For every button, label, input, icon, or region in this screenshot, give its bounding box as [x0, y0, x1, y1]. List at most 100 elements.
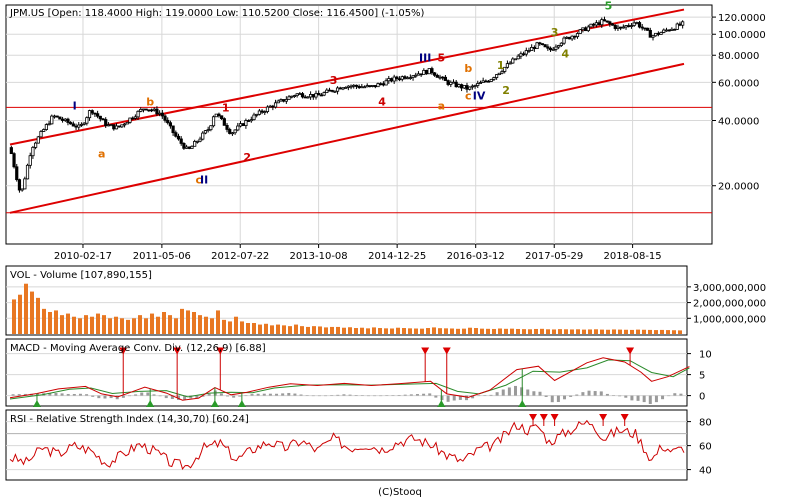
candle-body [295, 93, 299, 96]
date-tick-label: 2014-12-25 [368, 251, 426, 262]
macd-histogram-bar [520, 387, 524, 396]
candle-body [147, 109, 151, 112]
candle-body [643, 27, 647, 30]
macd-histogram-bar [11, 394, 15, 396]
candle-body [141, 108, 146, 111]
volume-bar [510, 328, 514, 334]
rsi-sell-signal-marker [599, 414, 608, 421]
macd-line [9, 357, 690, 401]
rsi-sell-signal-marker [539, 414, 548, 421]
volume-bar [204, 316, 208, 334]
macd-histogram-bar [391, 395, 395, 396]
macd-histogram-bar [593, 391, 597, 396]
candle-body [664, 29, 669, 32]
candle-body [317, 92, 321, 96]
macd-histogram-bar [538, 391, 542, 396]
volume-bar [606, 329, 610, 334]
macd-histogram-bar [250, 394, 254, 396]
candle-body [527, 50, 531, 52]
macd-histogram-bar [66, 394, 70, 396]
candle-body [600, 19, 604, 26]
candle-body [193, 141, 197, 147]
candle-body [236, 125, 240, 131]
macd-histogram-bar [422, 393, 426, 396]
price-tick-label: 80.0000 [718, 51, 759, 62]
macd-tick-label: 10 [699, 350, 712, 361]
volume-bar [366, 328, 370, 334]
volume-panel-title: VOL - Volume [107,890,155] [10, 270, 152, 281]
macd-histogram-bar [164, 395, 168, 399]
candle-body [187, 146, 191, 149]
candle-body [349, 85, 353, 88]
macd-histogram-bar [495, 392, 499, 396]
candle-body [290, 95, 294, 98]
candle-body [646, 27, 650, 31]
candle-body [47, 123, 51, 126]
volume-bar [492, 328, 496, 334]
macd-histogram-bar [501, 389, 505, 396]
macd-histogram-bar [140, 392, 144, 396]
volume-bar [138, 315, 142, 334]
macd-histogram-bar [434, 395, 438, 398]
candle-body [225, 124, 229, 130]
macd-histogram-bar [667, 395, 671, 397]
candle-body [619, 26, 623, 29]
volume-bar [318, 326, 322, 334]
channel-lower-line [9, 62, 685, 214]
price-y-axis: 20.0000 40.0000 60.0000 80.0000 100.0000 120.… [712, 13, 766, 193]
candle-body [567, 36, 572, 40]
macd-histogram-bar [409, 394, 413, 396]
candle-body [594, 22, 598, 26]
volume-bar [462, 328, 466, 334]
candle-body [371, 85, 375, 87]
macd-histogram-bar [618, 395, 622, 397]
candle-body [309, 94, 313, 98]
candle-body [654, 32, 658, 37]
price-grid [6, 6, 712, 244]
macd-histogram-bar [244, 395, 248, 397]
volume-bar [174, 318, 178, 334]
volume-bar [282, 325, 286, 334]
candle-body [530, 47, 534, 51]
candle-body [368, 85, 372, 87]
macd-histogram-bar [354, 395, 358, 396]
candle-body [222, 118, 226, 126]
candle-body [424, 69, 429, 75]
macd-histogram-bar [379, 395, 383, 397]
macd-histogram-bar [458, 395, 462, 400]
candle-body [131, 117, 135, 120]
candle-body [613, 24, 617, 29]
volume-bar [408, 328, 412, 334]
volume-bar [402, 328, 406, 334]
candle-body [581, 27, 585, 31]
candle-body [338, 87, 342, 90]
macd-histogram-bar [305, 395, 309, 396]
candle-body [82, 122, 86, 125]
wave-label: I [73, 99, 77, 112]
volume-bar [24, 283, 28, 334]
candle-body [632, 22, 636, 26]
volume-bar [336, 326, 340, 334]
date-tick-label: 2010-02-17 [54, 251, 112, 262]
candle-body [505, 63, 510, 68]
volume-bar [498, 328, 502, 334]
candle-body [481, 80, 485, 83]
volume-bar [330, 326, 334, 334]
price-tick-label: 120.0000 [718, 13, 766, 24]
candle-body [608, 21, 612, 25]
candle-body [675, 23, 679, 30]
candle-body [182, 143, 186, 149]
macd-histogram-bar [189, 395, 193, 399]
wave-label: b [464, 62, 472, 75]
candle-body [69, 122, 73, 125]
candle-body [648, 29, 652, 38]
candle-body [246, 120, 251, 122]
candle-body [486, 80, 491, 83]
candle-body [163, 115, 167, 121]
candle-body [220, 115, 224, 120]
sell-signal-marker [216, 347, 225, 355]
volume-y-axis: 1,000,000,000 2,000,000,000 3,000,000,000 [687, 283, 766, 325]
macd-histogram-bar [599, 391, 603, 396]
candle-body [238, 123, 243, 127]
